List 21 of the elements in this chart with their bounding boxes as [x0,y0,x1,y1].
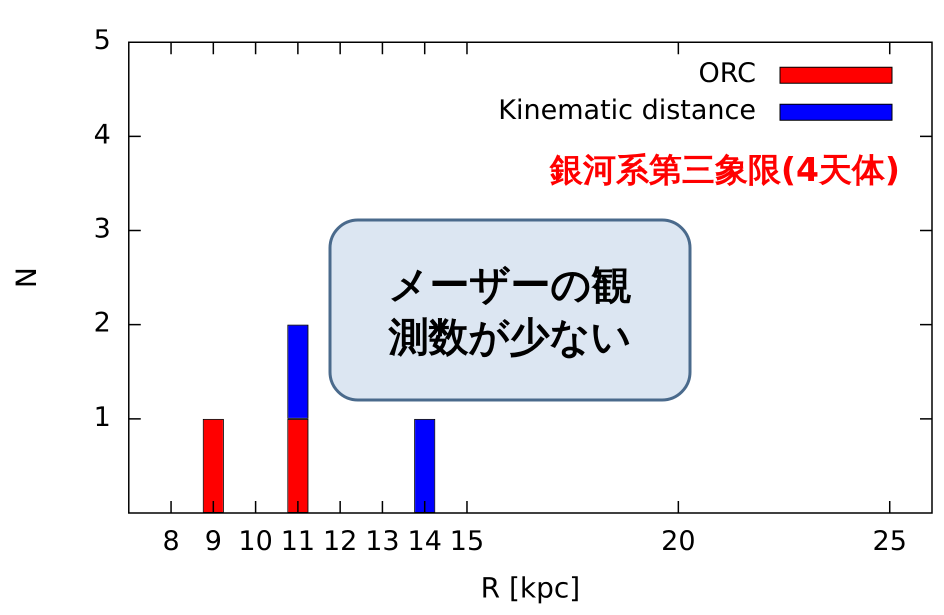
x-tick-label: 10 [238,526,273,558]
x-axis-title: R [kpc] [480,571,580,604]
x-tick-label: 14 [408,526,442,558]
x-tick-label: 9 [204,526,222,558]
legend-label: Kinematic distance [498,95,756,126]
x-tick-label: 8 [162,526,180,558]
x-tick-label: 11 [280,526,316,558]
legend-label: ORC [698,58,756,90]
y-tick-label: 3 [94,214,111,245]
x-tick-label: 25 [872,526,907,558]
x-tick-label: 15 [450,526,484,558]
y-tick-label: 4 [94,119,111,150]
annotation: メーザーの観測数が少ない [388,262,632,360]
annotation: 銀河系第三象限(4天体) [548,150,900,189]
y-tick-label: 2 [94,308,111,339]
x-tick-label: 20 [661,526,696,558]
y-axis-title: N [10,267,44,288]
x-tick-label: 13 [365,526,400,558]
x-tick-label: 12 [322,526,358,558]
y-tick-label: 5 [94,25,111,56]
y-tick-label: 1 [94,402,111,433]
